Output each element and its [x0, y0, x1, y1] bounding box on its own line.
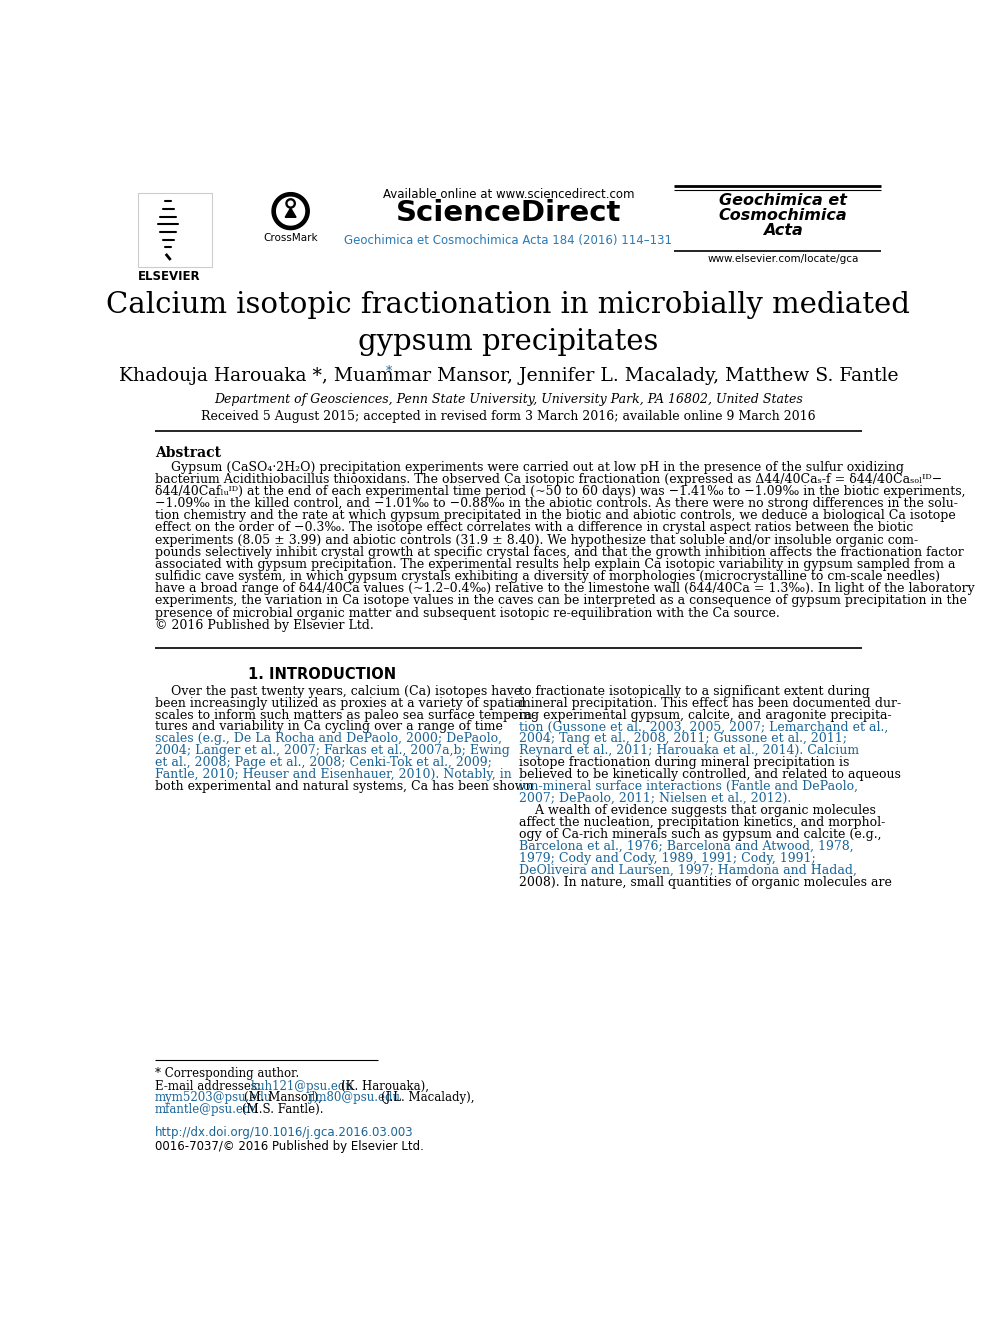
Text: pounds selectively inhibit crystal growth at specific crystal faces, and that th: pounds selectively inhibit crystal growt… [155, 546, 964, 558]
Text: ELSEVIER: ELSEVIER [138, 270, 200, 283]
Text: Over the past twenty years, calcium (Ca) isotopes have: Over the past twenty years, calcium (Ca)… [155, 685, 521, 697]
Text: Received 5 August 2015; accepted in revised form 3 March 2016; available online : Received 5 August 2015; accepted in revi… [201, 410, 815, 423]
Bar [138, 193, 211, 266]
Text: CrossMark: CrossMark [263, 233, 318, 242]
Text: Abstract: Abstract [155, 446, 221, 460]
Text: et al., 2008; Page et al., 2008; Cenki-Tok et al., 2009;: et al., 2008; Page et al., 2008; Cenki-T… [155, 757, 492, 769]
Text: believed to be kinetically controlled, and related to aqueous: believed to be kinetically controlled, a… [519, 769, 901, 781]
Text: Barcelona et al., 1976; Barcelona and Atwood, 1978,: Barcelona et al., 1976; Barcelona and At… [519, 840, 854, 853]
Text: scales to inform such matters as paleo sea surface tempera-: scales to inform such matters as paleo s… [155, 709, 536, 721]
Text: Cosmochimica: Cosmochimica [718, 208, 847, 224]
Text: experiments (8.05 ± 3.99) and abiotic controls (31.9 ± 8.40). We hypothesize tha: experiments (8.05 ± 3.99) and abiotic co… [155, 533, 919, 546]
Text: Acta: Acta [763, 224, 803, 238]
Polygon shape [286, 208, 296, 217]
Text: 0016-7037/© 2016 Published by Elsevier Ltd.: 0016-7037/© 2016 Published by Elsevier L… [155, 1139, 424, 1152]
Text: affect the nucleation, precipitation kinetics, and morphol-: affect the nucleation, precipitation kin… [519, 816, 886, 830]
Text: ScienceDirect: ScienceDirect [396, 198, 621, 226]
Text: scales (e.g., De La Rocha and DePaolo, 2000; DePaolo,: scales (e.g., De La Rocha and DePaolo, 2… [155, 733, 502, 745]
Text: Gypsum (CaSO₄·2H₂O) precipitation experiments were carried out at low pH in the : Gypsum (CaSO₄·2H₂O) precipitation experi… [155, 460, 904, 474]
Text: 2007; DePaolo, 2011; Nielsen et al., 2012).: 2007; DePaolo, 2011; Nielsen et al., 201… [519, 792, 792, 806]
Text: © 2016 Published by Elsevier Ltd.: © 2016 Published by Elsevier Ltd. [155, 619, 374, 632]
Polygon shape [272, 193, 310, 230]
Text: E-mail addresses:: E-mail addresses: [155, 1080, 265, 1093]
Text: mineral precipitation. This effect has been documented dur-: mineral precipitation. This effect has b… [519, 697, 902, 709]
Text: DeOliveira and Laursen, 1997; Hamdona and Hadad,: DeOliveira and Laursen, 1997; Hamdona an… [519, 864, 857, 877]
Text: tures and variability in Ca cycling over a range of time: tures and variability in Ca cycling over… [155, 721, 503, 733]
Text: Fantle, 2010; Heuser and Eisenhauer, 2010). Notably, in: Fantle, 2010; Heuser and Eisenhauer, 201… [155, 769, 512, 781]
Text: http://dx.doi.org/10.1016/j.gca.2016.03.003: http://dx.doi.org/10.1016/j.gca.2016.03.… [155, 1126, 414, 1139]
Text: www.elsevier.com/locate/gca: www.elsevier.com/locate/gca [707, 254, 858, 265]
Text: 2004; Tang et al., 2008, 2011; Gussone et al., 2011;: 2004; Tang et al., 2008, 2011; Gussone e… [519, 733, 847, 745]
Text: ing experimental gypsum, calcite, and aragonite precipita-: ing experimental gypsum, calcite, and ar… [519, 709, 892, 721]
Text: mfantle@psu.edu: mfantle@psu.edu [155, 1103, 259, 1115]
Text: ion-mineral surface interactions (Fantle and DePaolo,: ion-mineral surface interactions (Fantle… [519, 781, 858, 794]
Text: Department of Geosciences, Penn State University, University Park, PA 16802, Uni: Department of Geosciences, Penn State Un… [214, 393, 803, 406]
Text: Geochimica et: Geochimica et [719, 193, 847, 208]
Text: 2004; Langer et al., 2007; Farkas et al., 2007a,b; Ewing: 2004; Langer et al., 2007; Farkas et al.… [155, 745, 510, 757]
Polygon shape [277, 197, 305, 225]
Text: associated with gypsum precipitation. The experimental results help explain Ca i: associated with gypsum precipitation. Th… [155, 558, 955, 572]
Text: have a broad range of δ44/40Ca values (~1.2–0.4‰) relative to the limestone wall: have a broad range of δ44/40Ca values (~… [155, 582, 975, 595]
Text: tion chemistry and the rate at which gypsum precipitated in the biotic and abiot: tion chemistry and the rate at which gyp… [155, 509, 955, 523]
Text: both experimental and natural systems, Ca has been shown: both experimental and natural systems, C… [155, 781, 534, 794]
Text: presence of microbial organic matter and subsequent isotopic re-equilibration wi: presence of microbial organic matter and… [155, 606, 780, 619]
Text: (M.S. Fantle).: (M.S. Fantle). [242, 1103, 323, 1115]
Text: (K. Harouaka),: (K. Harouaka), [341, 1080, 429, 1093]
Text: to fractionate isotopically to a significant extent during: to fractionate isotopically to a signifi… [519, 685, 870, 697]
Text: 2008). In nature, small quantities of organic molecules are: 2008). In nature, small quantities of or… [519, 876, 892, 889]
Text: kuh121@psu.edu: kuh121@psu.edu [250, 1080, 353, 1093]
Text: been increasingly utilized as proxies at a variety of spatial: been increasingly utilized as proxies at… [155, 697, 526, 709]
Text: Reynard et al., 2011; Harouaka et al., 2014). Calcium: Reynard et al., 2011; Harouaka et al., 2… [519, 745, 859, 757]
Text: 1979; Cody and Cody, 1989, 1991; Cody, 1991;: 1979; Cody and Cody, 1989, 1991; Cody, 1… [519, 852, 816, 865]
Text: tion (Gussone et al., 2003, 2005, 2007; Lemarchand et al.,: tion (Gussone et al., 2003, 2005, 2007; … [519, 721, 889, 733]
Polygon shape [286, 198, 296, 208]
Text: mym5203@psu.edu: mym5203@psu.edu [155, 1091, 273, 1105]
Text: effect on the order of −0.3‰. The isotope effect correlates with a difference in: effect on the order of −0.3‰. The isotop… [155, 521, 914, 534]
Text: bacterium Acidithiobacillus thiooxidans. The observed Ca isotopic fractionation : bacterium Acidithiobacillus thiooxidans.… [155, 472, 942, 486]
Text: isotope fractionation during mineral precipitation is: isotope fractionation during mineral pre… [519, 757, 849, 769]
Text: * Corresponding author.: * Corresponding author. [155, 1068, 300, 1081]
Text: *: * [386, 365, 392, 378]
Text: (J.L. Macalady),: (J.L. Macalady), [381, 1091, 475, 1105]
Text: 1. INTRODUCTION: 1. INTRODUCTION [248, 667, 396, 681]
Text: jlm80@psu.edu: jlm80@psu.edu [308, 1091, 400, 1105]
Text: (M. Mansor),: (M. Mansor), [244, 1091, 322, 1105]
Text: δ44/40Cafₗᵤᴵᴰ) at the end of each experimental time period (~50 to 60 days) was : δ44/40Cafₗᵤᴵᴰ) at the end of each experi… [155, 486, 965, 497]
Text: Available online at www.sciencedirect.com: Available online at www.sciencedirect.co… [383, 188, 634, 201]
Text: Calcium isotopic fractionation in microbially mediated
gypsum precipitates: Calcium isotopic fractionation in microb… [106, 291, 911, 356]
Polygon shape [289, 201, 293, 206]
Text: sulfidic cave system, in which gypsum crystals exhibiting a diversity of morphol: sulfidic cave system, in which gypsum cr… [155, 570, 940, 583]
Text: Khadouja Harouaka *, Muammar Mansor, Jennifer L. Macalady, Matthew S. Fantle: Khadouja Harouaka *, Muammar Mansor, Jen… [119, 366, 898, 385]
Text: experiments, the variation in Ca isotope values in the caves can be interpreted : experiments, the variation in Ca isotope… [155, 594, 967, 607]
Text: ogy of Ca-rich minerals such as gypsum and calcite (e.g.,: ogy of Ca-rich minerals such as gypsum a… [519, 828, 882, 841]
Text: A wealth of evidence suggests that organic molecules: A wealth of evidence suggests that organ… [519, 804, 876, 818]
Text: Geochimica et Cosmochimica Acta 184 (2016) 114–131: Geochimica et Cosmochimica Acta 184 (201… [344, 234, 673, 247]
Text: −1.09‰ in the killed control, and −1.01‰ to −0.88‰ in the abiotic controls. As t: −1.09‰ in the killed control, and −1.01‰… [155, 497, 958, 511]
